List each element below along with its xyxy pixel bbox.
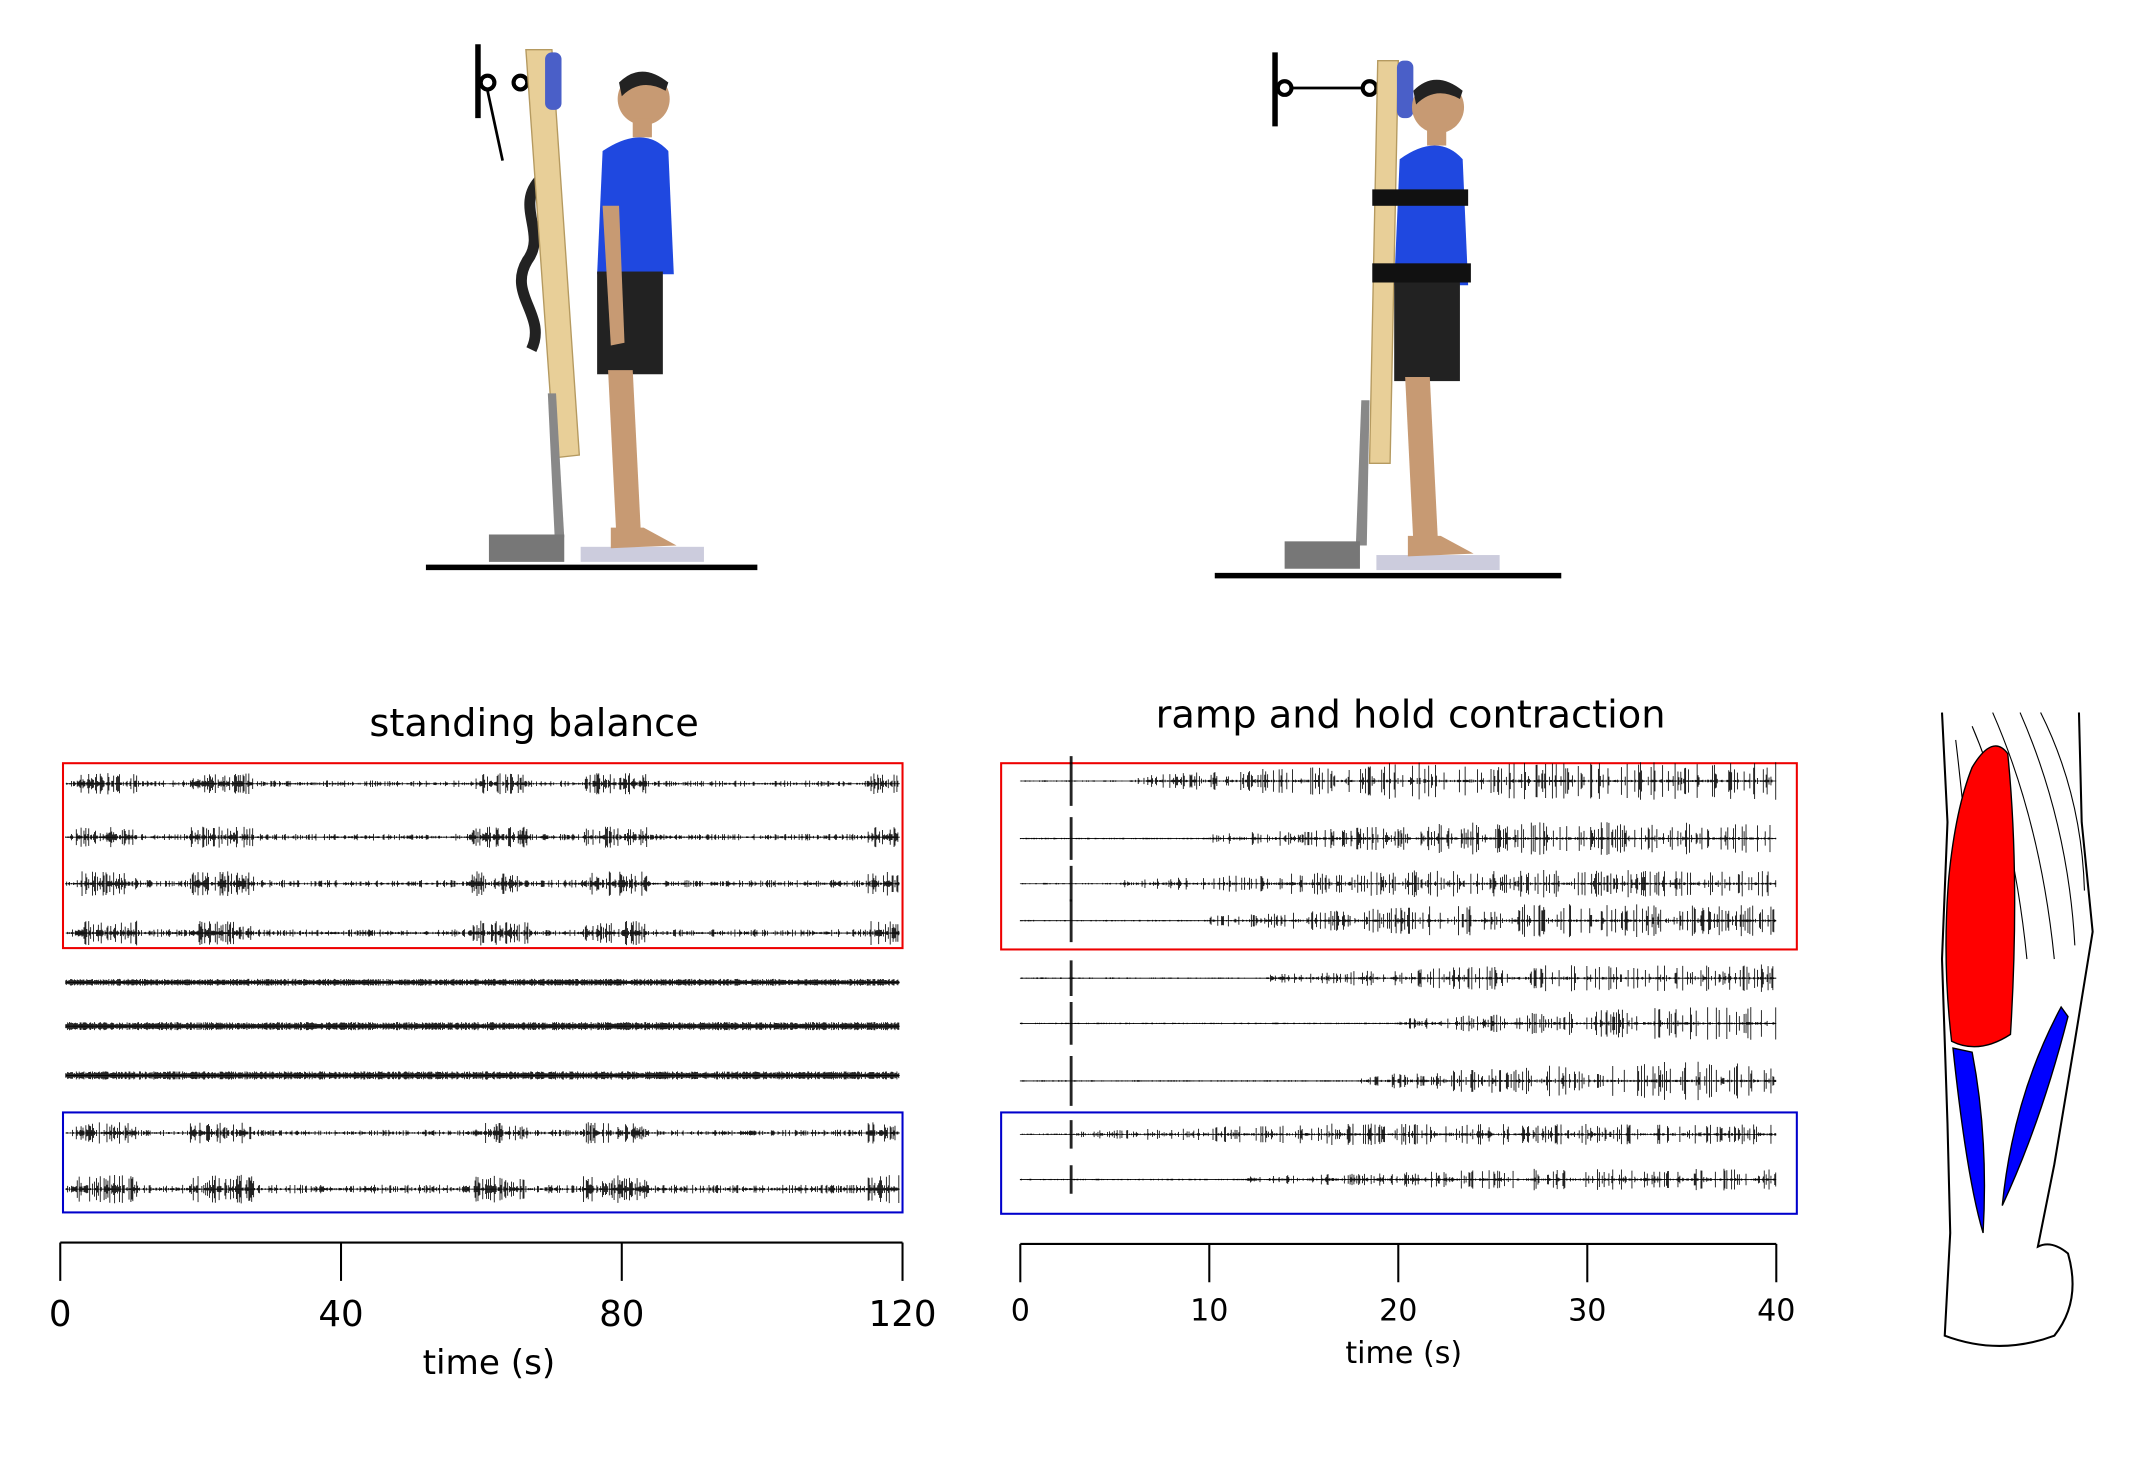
x-axis-label: time (s) xyxy=(1345,1336,1462,1371)
x-tick-label: 10 xyxy=(1190,1294,1228,1329)
x-tick-label: 80 xyxy=(599,1294,644,1335)
emg-trace xyxy=(1019,865,1777,902)
emg-trace xyxy=(1019,1056,1777,1106)
highlight-box xyxy=(61,762,904,950)
x-tick-label: 30 xyxy=(1568,1294,1606,1329)
x-axis-label: time (s) xyxy=(423,1343,556,1383)
leg-illustration xyxy=(1940,712,2094,1347)
emg-trace xyxy=(65,1174,900,1204)
emg-trace xyxy=(65,978,900,986)
highlight-box xyxy=(1000,1111,1798,1215)
emg-trace xyxy=(65,1022,900,1031)
emg-trace xyxy=(65,920,900,946)
emg-trace xyxy=(1019,1165,1777,1194)
emg-trace xyxy=(1019,960,1777,997)
setup-illustration-1 xyxy=(425,44,758,571)
emg-trace xyxy=(65,871,900,897)
highlight-box xyxy=(61,1111,904,1214)
emg-trace xyxy=(1019,1002,1777,1045)
emg-trace xyxy=(65,773,900,795)
emg-trace xyxy=(1019,899,1777,943)
setup-illustration-2 xyxy=(1214,52,1562,579)
x-tick-label: 0 xyxy=(1011,1294,1030,1329)
panel-title: standing balance xyxy=(369,701,698,746)
emg-trace xyxy=(1019,756,1777,806)
emg-trace xyxy=(65,1122,900,1144)
emg-trace xyxy=(1019,817,1777,860)
x-tick-label: 120 xyxy=(869,1294,937,1335)
x-tick-label: 40 xyxy=(1757,1294,1795,1329)
x-tick-label: 0 xyxy=(49,1294,72,1335)
x-tick-label: 20 xyxy=(1379,1294,1417,1329)
emg-trace xyxy=(1019,1120,1777,1149)
emg-trace xyxy=(65,1071,900,1080)
x-tick-label: 40 xyxy=(318,1294,363,1335)
highlight-box xyxy=(1000,762,1798,951)
emg-trace xyxy=(65,826,900,848)
panel-title: ramp and hold contraction xyxy=(1156,693,1666,738)
